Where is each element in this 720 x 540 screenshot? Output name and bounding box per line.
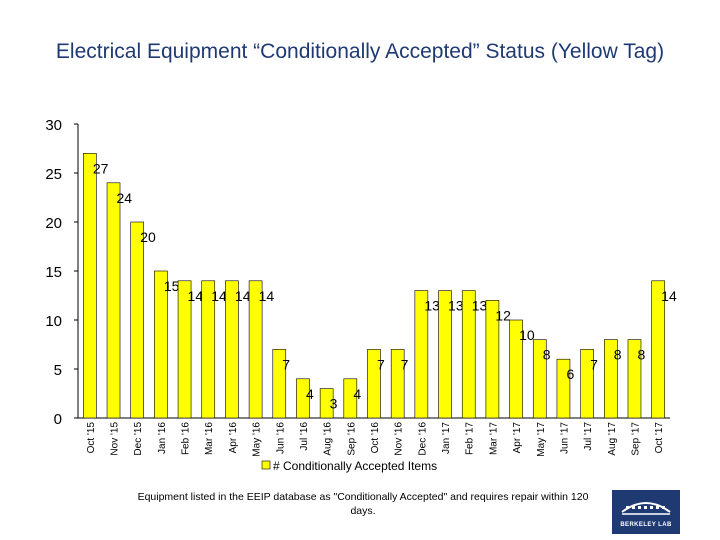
- bar: [627, 339, 642, 419]
- bar: [461, 290, 476, 419]
- data-label: 14: [188, 288, 204, 304]
- category-label: Mar '16: [204, 422, 215, 455]
- data-label: 14: [259, 288, 275, 304]
- bar: [343, 378, 358, 419]
- category-label: Jan '17: [441, 422, 452, 454]
- category-label: Sep '17: [630, 422, 641, 456]
- y-tick-label: 15: [45, 264, 62, 281]
- y-tick-label: 0: [54, 411, 62, 428]
- data-label: 4: [353, 386, 361, 402]
- data-label: 24: [117, 190, 133, 206]
- bar: [201, 280, 216, 419]
- data-label: 7: [377, 356, 385, 372]
- category-label: Apr '17: [512, 422, 523, 454]
- category-label: Apr '16: [228, 422, 239, 454]
- category-label: Mar '17: [488, 422, 499, 455]
- category-label: Oct '17: [654, 422, 665, 454]
- category-label: Jun '17: [559, 422, 570, 454]
- bar: [556, 358, 571, 419]
- data-label: 20: [140, 229, 156, 245]
- category-label: Jan '16: [157, 422, 168, 454]
- bar: [272, 349, 287, 419]
- data-label: 7: [590, 356, 598, 372]
- bar: [603, 339, 618, 419]
- category-label: Nov '16: [394, 422, 405, 456]
- category-label: Oct '15: [86, 422, 97, 454]
- data-label: 14: [235, 288, 251, 304]
- bar: [390, 349, 405, 419]
- bar: [130, 221, 144, 419]
- data-label: 12: [495, 307, 511, 323]
- data-label: 6: [566, 366, 574, 382]
- y-tick-label: 25: [45, 166, 62, 183]
- data-label: 3: [330, 396, 338, 412]
- y-tick-label: 10: [45, 313, 62, 330]
- data-label: 8: [543, 347, 551, 363]
- logo-text: BERKELEY LAB: [620, 522, 672, 528]
- y-tick-label: 20: [45, 215, 62, 232]
- category-label: Oct '16: [370, 422, 381, 454]
- category-label: Jul '17: [583, 422, 594, 451]
- y-tick-label: 30: [45, 117, 62, 134]
- bar-chart: 0 5 10 15 20 25 30 27 Oct '15 24 Nov '15 20 Dec '15 1…: [45, 117, 677, 473]
- bar: [106, 182, 121, 419]
- bar: [532, 339, 547, 419]
- data-label: 4: [306, 386, 314, 402]
- data-label: 13: [472, 298, 488, 314]
- data-label: 15: [164, 278, 180, 294]
- data-label: 27: [93, 160, 109, 176]
- bar: [509, 319, 523, 419]
- category-label: Aug '17: [607, 422, 618, 456]
- bar: [319, 388, 334, 419]
- building-icon: [621, 502, 671, 515]
- category-label: May '16: [252, 422, 263, 457]
- bar: [248, 280, 263, 419]
- legend-label: # Conditionally Accepted Items: [273, 459, 437, 473]
- data-label: 7: [282, 356, 290, 372]
- data-label: 14: [211, 288, 227, 304]
- category-label: May '17: [536, 422, 547, 457]
- legend-swatch: [261, 460, 271, 470]
- chart-title: Electrical Equipment “Conditionally Acce…: [55, 40, 665, 63]
- bar: [83, 153, 97, 419]
- data-label: 8: [614, 347, 622, 363]
- footnote: Equipment listed in the EEIP database as…: [137, 491, 589, 517]
- data-label: 14: [661, 288, 677, 304]
- category-label: Dec '15: [133, 422, 144, 456]
- bar: [296, 378, 310, 419]
- category-label: Dec '16: [417, 422, 428, 456]
- berkeley-lab-logo: BERKELEY LAB: [612, 490, 680, 534]
- category-label: Jun '16: [275, 422, 286, 454]
- data-label: 13: [448, 298, 464, 314]
- bar: [414, 290, 429, 419]
- bar: [651, 280, 665, 419]
- y-tick-label: 5: [54, 362, 62, 379]
- bar: [485, 300, 500, 419]
- category-label: Feb '16: [181, 422, 192, 455]
- category-label: Nov '15: [110, 422, 121, 456]
- bar: [438, 290, 452, 419]
- data-label: 10: [519, 327, 535, 343]
- category-label: Feb '17: [465, 422, 476, 455]
- category-label: Sep '16: [346, 422, 357, 456]
- data-label: 13: [424, 298, 440, 314]
- category-label: Aug '16: [323, 422, 334, 456]
- data-label: 7: [401, 356, 409, 372]
- bar: [154, 270, 168, 419]
- bar: [225, 280, 239, 419]
- bar: [367, 349, 381, 419]
- bar: [580, 349, 594, 419]
- category-label: Jul '16: [299, 422, 310, 451]
- bar: [177, 280, 192, 419]
- data-label: 8: [637, 347, 645, 363]
